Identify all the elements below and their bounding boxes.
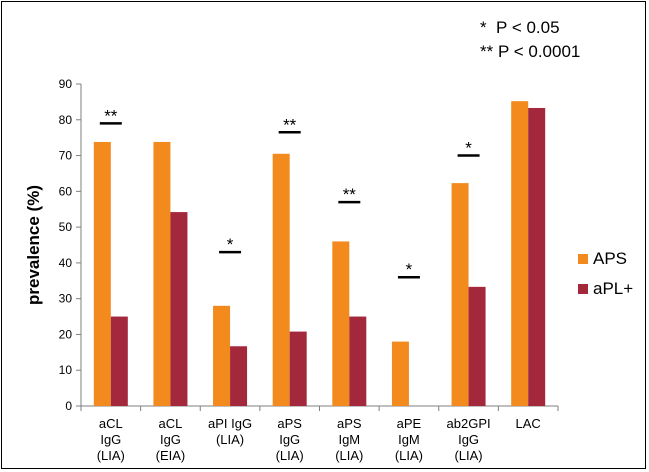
significance-marker: * [465, 139, 472, 158]
legend-swatch-aps [578, 254, 588, 264]
significance-marker: * [406, 260, 413, 279]
category-label: (LIA) [216, 432, 244, 447]
bar-apl [170, 212, 188, 406]
category-label: aCL [99, 416, 123, 431]
category-label: ab2GPI [447, 416, 491, 431]
y-tick-label: 20 [59, 327, 73, 341]
significance-marker: * [227, 235, 234, 254]
significance-note-2: ** P < 0.0001 [480, 42, 581, 61]
y-tick-label: 60 [59, 184, 73, 198]
y-tick-label: 30 [59, 292, 73, 306]
y-tick-label: 80 [59, 113, 73, 127]
bar-aps [93, 141, 111, 406]
category-label: (LIA) [276, 448, 304, 463]
y-tick-label: 40 [59, 256, 73, 270]
y-axis-title: prevalence (%) [24, 185, 43, 305]
category-label: (LIA) [97, 448, 125, 463]
category-label: IgG [160, 432, 181, 447]
bar-apl [468, 286, 486, 406]
bar-apl [289, 331, 307, 406]
category-label: aPE [397, 416, 422, 431]
category-label: aCL [159, 416, 183, 431]
category-label: aPS [337, 416, 362, 431]
bar-aps [391, 341, 409, 406]
bar-apl [528, 107, 546, 407]
bar-aps [213, 305, 231, 406]
category-label: IgG [458, 432, 479, 447]
category-label: (EIA) [156, 448, 186, 463]
significance-marker: ** [343, 185, 357, 204]
legend-label: aPL+ [593, 279, 633, 298]
category-label: IgG [100, 432, 121, 447]
category-label: aPI IgG [208, 416, 252, 431]
y-tick-label: 90 [59, 77, 73, 91]
legend-swatch-apl [578, 284, 588, 294]
bar-aps [511, 101, 529, 406]
bar-apl [349, 316, 367, 406]
category-label: LAC [516, 416, 541, 431]
bar-apl [230, 346, 248, 406]
y-tick-label: 10 [59, 363, 73, 377]
category-label: (LIA) [454, 448, 482, 463]
category-label: (LIA) [335, 448, 363, 463]
legend-label: APS [593, 249, 627, 268]
category-label: IgM [338, 432, 360, 447]
significance-note-1: * P < 0.05 [480, 18, 560, 37]
bar-apl [110, 316, 128, 406]
significance-marker: ** [283, 115, 297, 134]
y-tick-label: 50 [59, 220, 73, 234]
significance-marker: ** [104, 106, 118, 125]
bar-aps [272, 153, 290, 406]
category-label: (LIA) [395, 448, 423, 463]
category-label: aPS [277, 416, 302, 431]
y-tick-label: 70 [59, 149, 73, 163]
bar-aps [332, 241, 350, 406]
bar-aps [451, 183, 469, 406]
y-tick-label: 0 [65, 399, 72, 413]
bar-aps [153, 141, 171, 406]
category-label: IgG [279, 432, 300, 447]
category-label: IgM [398, 432, 420, 447]
